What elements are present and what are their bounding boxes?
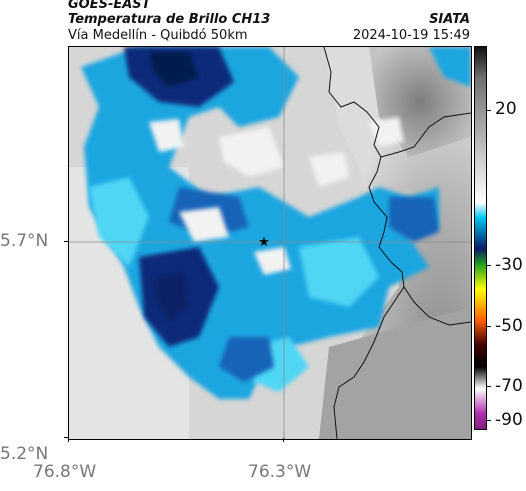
gray-southeast: [319, 307, 471, 439]
lon-tick-76.8: [68, 438, 69, 442]
clear-patch-4: [254, 247, 291, 275]
org-label: SIATA: [429, 12, 470, 27]
colorbar-label-minus30: -30: [495, 255, 523, 275]
lat-tick-5.2: [64, 437, 68, 438]
colorbar: [474, 46, 487, 430]
lat-label-5.7: 5.7°N: [0, 231, 49, 251]
cloud-light-fringe-1: [89, 177, 149, 267]
colorbar-tick-minus90: [486, 420, 491, 421]
region-label: Vía Medellín - Quibdó 50km: [68, 28, 248, 43]
lon-label-76.3: 76.3°W: [248, 462, 312, 482]
product-title: Temperatura de Brillo CH13: [68, 12, 271, 27]
brightness-temperature-map: ★: [69, 47, 471, 439]
border-line: [323, 47, 405, 439]
colorbar-label-20: 20: [495, 99, 517, 119]
clear-patch-1: [149, 119, 184, 152]
clear-patch-6: [309, 152, 349, 187]
colorbar-label-minus50: -50: [495, 316, 523, 336]
border-line-south: [403, 286, 471, 326]
colorbar-tick-minus70: [486, 386, 491, 387]
colorbar-label-minus70: -70: [495, 376, 523, 396]
lon-tick-76.3: [283, 438, 284, 442]
map-panel: ★: [68, 46, 472, 440]
lat-tick-5.7: [64, 241, 68, 242]
location-star-marker: ★: [258, 235, 270, 250]
colorbar-label-minus90: -90: [495, 410, 523, 430]
clear-patch-2: [219, 127, 284, 177]
border-line-spur: [380, 112, 471, 158]
lon-label-76.8: 76.8°W: [33, 462, 97, 482]
cold-core-southwest-inner: [154, 272, 189, 322]
cold-core-south: [219, 337, 274, 382]
satellite-name: GOES-EAST: [68, 0, 151, 12]
colorbar-tick-minus50: [486, 326, 491, 327]
clear-patch-3: [179, 207, 229, 242]
timestamp: 2024-10-19 15:49: [352, 28, 470, 43]
colorbar-tick-minus30: [486, 265, 491, 266]
clear-patch-5: [369, 117, 404, 147]
cloud-light-fringe-2: [299, 237, 379, 307]
lat-label-5.2: 5.2°N: [0, 444, 49, 464]
cold-core-east: [389, 197, 439, 242]
colorbar-tick-20: [486, 110, 491, 111]
cold-core-north-inner: [149, 52, 199, 87]
cloud-cyan-ne: [429, 47, 471, 87]
